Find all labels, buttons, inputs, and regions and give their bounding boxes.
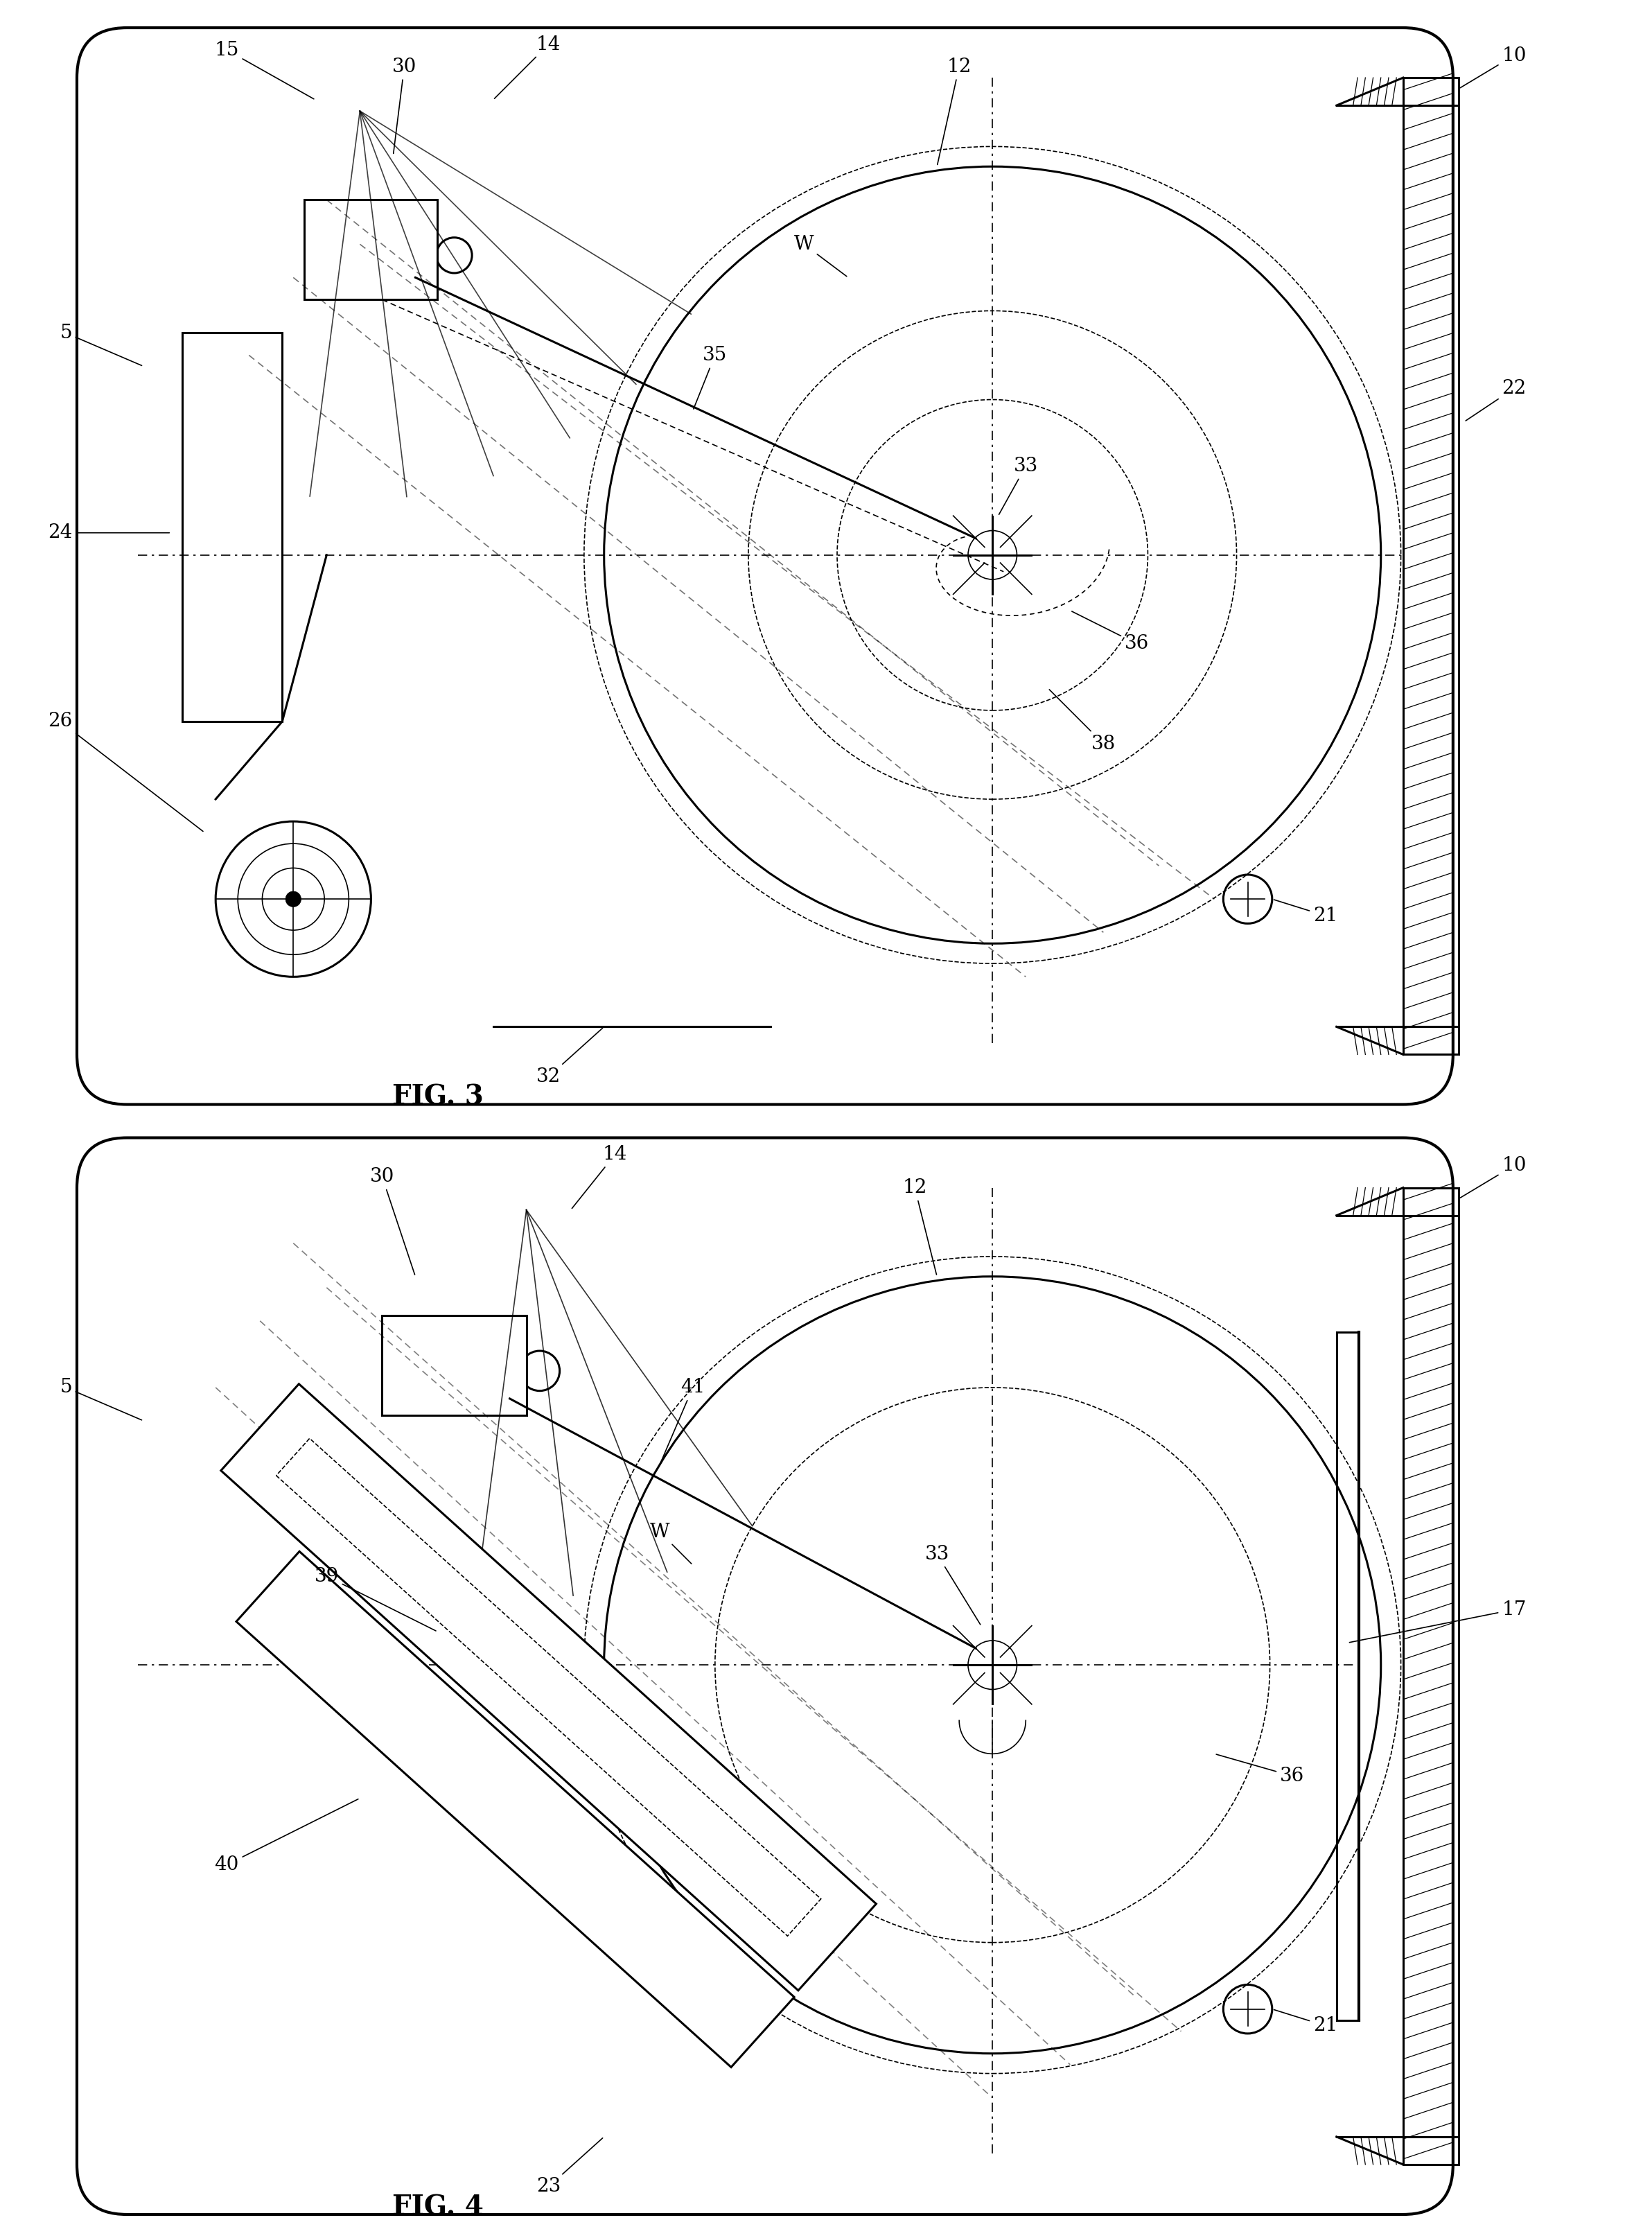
Polygon shape xyxy=(236,1552,795,2067)
Circle shape xyxy=(286,892,301,906)
Text: 21: 21 xyxy=(1274,2009,1338,2036)
Text: 39: 39 xyxy=(314,1567,436,1632)
Text: W: W xyxy=(795,235,847,275)
Text: 36: 36 xyxy=(1072,610,1148,653)
Text: 22: 22 xyxy=(1465,380,1526,422)
Text: 30: 30 xyxy=(392,58,416,153)
Text: FIG. 4: FIG. 4 xyxy=(392,2193,484,2220)
Text: 41: 41 xyxy=(661,1379,705,1463)
Text: 10: 10 xyxy=(1460,1157,1526,1199)
Bar xyxy=(182,333,282,722)
Text: 40: 40 xyxy=(215,1798,358,1874)
Text: 21: 21 xyxy=(1274,899,1338,926)
Text: 33: 33 xyxy=(925,1545,980,1625)
Text: 10: 10 xyxy=(1460,47,1526,89)
Text: 35: 35 xyxy=(694,346,727,408)
Text: 14: 14 xyxy=(572,1146,628,1208)
Bar xyxy=(382,1314,527,1416)
Text: 12: 12 xyxy=(937,58,971,164)
Text: 15: 15 xyxy=(215,40,314,100)
Text: 24: 24 xyxy=(48,524,169,542)
Text: 33: 33 xyxy=(999,457,1037,515)
Text: 30: 30 xyxy=(370,1168,415,1274)
Text: 12: 12 xyxy=(902,1179,937,1274)
Text: 26: 26 xyxy=(48,713,203,830)
Text: W: W xyxy=(649,1523,692,1563)
Polygon shape xyxy=(221,1383,876,1991)
Bar xyxy=(304,200,438,300)
Text: 5: 5 xyxy=(59,1379,142,1421)
Text: FIG. 3: FIG. 3 xyxy=(392,1083,484,1110)
Text: 17: 17 xyxy=(1350,1601,1526,1643)
Text: 36: 36 xyxy=(1216,1754,1305,1785)
Text: 23: 23 xyxy=(537,2138,603,2196)
Text: 14: 14 xyxy=(494,36,560,98)
Text: 5: 5 xyxy=(59,324,142,366)
Text: 38: 38 xyxy=(1049,690,1115,753)
Text: 32: 32 xyxy=(537,1028,603,1086)
